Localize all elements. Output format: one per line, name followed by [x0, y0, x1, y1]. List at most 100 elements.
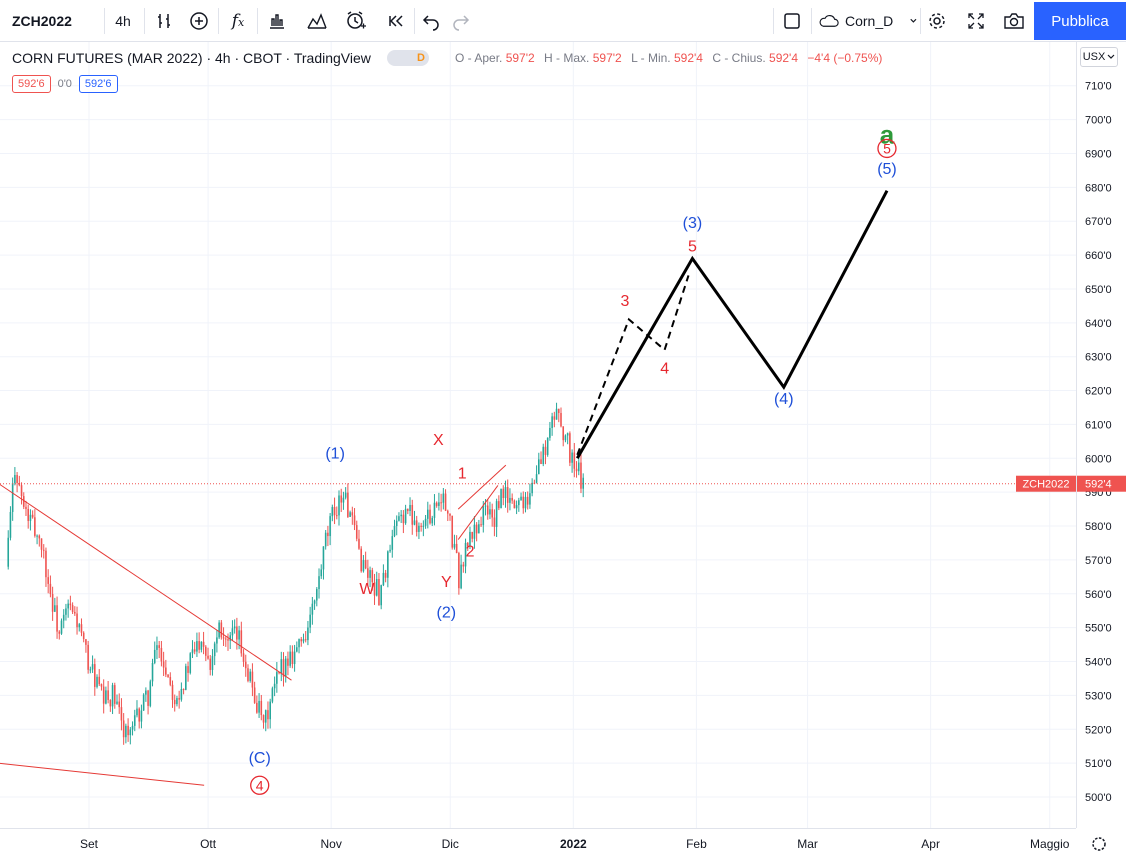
bars-compare-button[interactable]: [148, 5, 180, 37]
candle-body: [311, 603, 314, 615]
price-axis[interactable]: 500'0 510'0 520'0 530'0 540'0 550'0 560'0 570'0…: [1076, 42, 1126, 828]
fullscreen-button[interactable]: [960, 5, 992, 37]
candle-body: [358, 538, 360, 549]
trendlines: [0, 464, 507, 786]
candle-body: [316, 589, 318, 601]
price-tick-label: 710'0: [1085, 81, 1112, 93]
candle-body: [451, 515, 454, 548]
candle-body: [169, 676, 172, 685]
toolbar-divider: [104, 8, 105, 34]
candle-body: [444, 493, 447, 511]
wave-projection: [576, 190, 889, 460]
candle-body: [393, 526, 396, 537]
candle-body: [211, 656, 214, 670]
candle-body: [460, 564, 462, 589]
candle-body: [515, 505, 518, 509]
templates-button[interactable]: [301, 5, 333, 37]
candle-body: [557, 408, 560, 414]
candle-body: [193, 649, 196, 652]
candle-body: [182, 688, 185, 690]
redo-button[interactable]: [446, 5, 476, 37]
candle-body: [54, 605, 56, 612]
candle-body: [29, 514, 32, 521]
trendline: [0, 483, 292, 681]
interval-button[interactable]: 4h: [115, 13, 131, 29]
undo-icon: [422, 15, 439, 31]
candle-body: [418, 525, 420, 532]
candle-body: [387, 551, 389, 578]
candle-body: [571, 452, 573, 463]
candle-body: [504, 487, 507, 498]
undo-button[interactable]: [416, 5, 446, 37]
candle-body: [151, 662, 154, 682]
candle-body: [424, 518, 427, 526]
candle-body: [296, 647, 298, 652]
candle-body: [205, 646, 207, 656]
candle-body: [36, 535, 38, 537]
open-value: 597'2: [505, 51, 535, 65]
time-tick-label: Feb: [686, 837, 707, 851]
candle-body: [220, 622, 223, 638]
sell-price-button[interactable]: 592'6: [12, 75, 51, 93]
candle-body: [218, 622, 220, 638]
candle-body: [145, 690, 147, 695]
candle-body: [495, 501, 498, 527]
candle-body: [309, 614, 311, 628]
wave-label: (2): [437, 605, 457, 622]
settings-button[interactable]: [921, 5, 953, 37]
delayed-badge[interactable]: D: [386, 50, 429, 66]
candle-body: [582, 477, 584, 489]
candle-body: [85, 639, 87, 645]
candle-body: [185, 666, 187, 690]
candle-body: [180, 688, 183, 700]
currency-selector[interactable]: USX: [1080, 47, 1118, 67]
candle-body: [435, 502, 438, 506]
price-tick-label: 670'0: [1085, 216, 1112, 228]
candle-body: [31, 514, 34, 518]
candle-body: [555, 408, 558, 420]
chart-pane[interactable]: (1) W X Y (2) 1 2 (C) 4 3 4 (3) 5 (4) a 5 (5) ZCH2022: [0, 42, 1076, 828]
square-button[interactable]: [776, 5, 808, 37]
candle-body: [551, 416, 553, 428]
candle-body: [360, 548, 362, 572]
price-tick-label: 530'0: [1085, 690, 1112, 702]
replay-icon: [389, 15, 403, 27]
candle-body: [395, 520, 398, 527]
candle-body: [191, 649, 194, 654]
fx-indicators-button[interactable]: fx: [222, 5, 254, 37]
candle-body: [575, 468, 578, 472]
candle-body: [331, 507, 334, 517]
alert-button[interactable]: [340, 5, 372, 37]
chart-type-button[interactable]: [261, 5, 293, 37]
price-tick-label: 520'0: [1085, 724, 1112, 736]
publish-button[interactable]: Pubblica: [1034, 2, 1126, 40]
candle-body: [34, 517, 36, 536]
candle-body: [282, 659, 285, 677]
candle-body: [546, 437, 549, 455]
candle-body: [40, 538, 43, 550]
candle-body: [382, 572, 385, 586]
candle-body: [173, 699, 176, 705]
candle-body: [289, 651, 291, 666]
symbol-search-button[interactable]: ZCH2022: [12, 13, 72, 29]
candle-body: [233, 626, 236, 629]
last-price-tag: [1077, 475, 1126, 492]
candle-body: [171, 684, 174, 700]
wave-label: a: [880, 119, 895, 149]
add-indicator-button[interactable]: [183, 5, 215, 37]
price-tick-label: 560'0: [1085, 589, 1112, 601]
time-axis[interactable]: Set Ott Nov Dic 2022 Feb Mar Apr Maggio: [0, 828, 1106, 868]
candle-body: [9, 511, 12, 538]
candle-body: [542, 446, 545, 465]
price-chart[interactable]: (1)WXY(2)12(C)434(3)5(4)a5(5) ZCH2022: [0, 42, 1076, 828]
low-value: 592'4: [673, 51, 703, 65]
buy-price-button[interactable]: 592'6: [78, 75, 118, 93]
replay-button[interactable]: [380, 5, 412, 37]
wave-label: 3: [620, 293, 629, 310]
snapshot-button[interactable]: [998, 5, 1030, 37]
candle-body: [120, 707, 123, 721]
layout-menu-button[interactable]: Corn_D: [814, 5, 918, 37]
candle-body: [38, 535, 41, 539]
candle-body: [227, 639, 229, 641]
candle-body: [544, 446, 547, 455]
